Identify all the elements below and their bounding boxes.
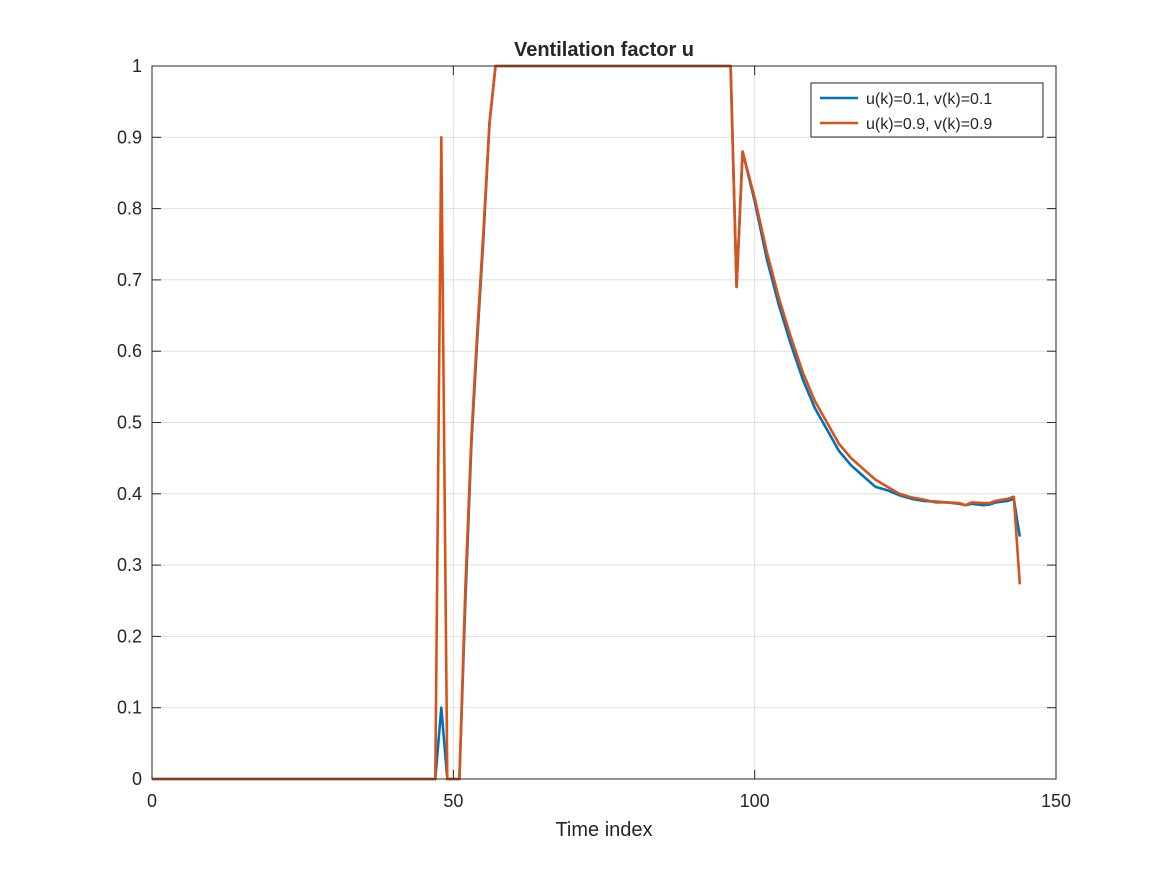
y-tick-label: 0.2	[117, 626, 142, 646]
y-tick-label: 1	[132, 56, 142, 76]
series-line-2	[152, 64, 1022, 781]
legend-box	[810, 82, 1044, 138]
x-tick-label: 0	[147, 791, 157, 811]
x-tick-label: 50	[443, 791, 463, 811]
y-tick-label: 0.8	[117, 199, 142, 219]
y-tick-label: 0.1	[117, 698, 142, 718]
y-tick-label: 0.6	[117, 341, 142, 361]
series-layer	[152, 64, 1022, 781]
axis-ticks: 0 50 100 150 0 0.1 0.2 0.3 0.4 0.5 0.6 0.7 0.8 0.9 1	[117, 56, 1071, 811]
legend-label-1: u(k)=0.1, v(k)=0.1	[866, 91, 992, 108]
x-tick-label: 150	[1041, 791, 1071, 811]
y-tick-label: 0.5	[117, 413, 142, 433]
chart-title: Ventilation factor u	[514, 39, 694, 61]
y-tick-label: 0.9	[117, 127, 142, 147]
y-tick-label: 0.7	[117, 270, 142, 290]
x-axis-label: Time index	[555, 819, 652, 841]
y-tick-label: 0	[132, 769, 142, 789]
y-tick-label: 0.4	[117, 484, 142, 504]
x-tick-label: 100	[740, 791, 770, 811]
legend-label-2: u(k)=0.9, v(k)=0.9	[866, 116, 992, 133]
y-tick-label: 0.3	[117, 555, 142, 575]
legend: u(k)=0.1, v(k)=0.1 u(k)=0.9, v(k)=0.9	[810, 82, 1044, 138]
